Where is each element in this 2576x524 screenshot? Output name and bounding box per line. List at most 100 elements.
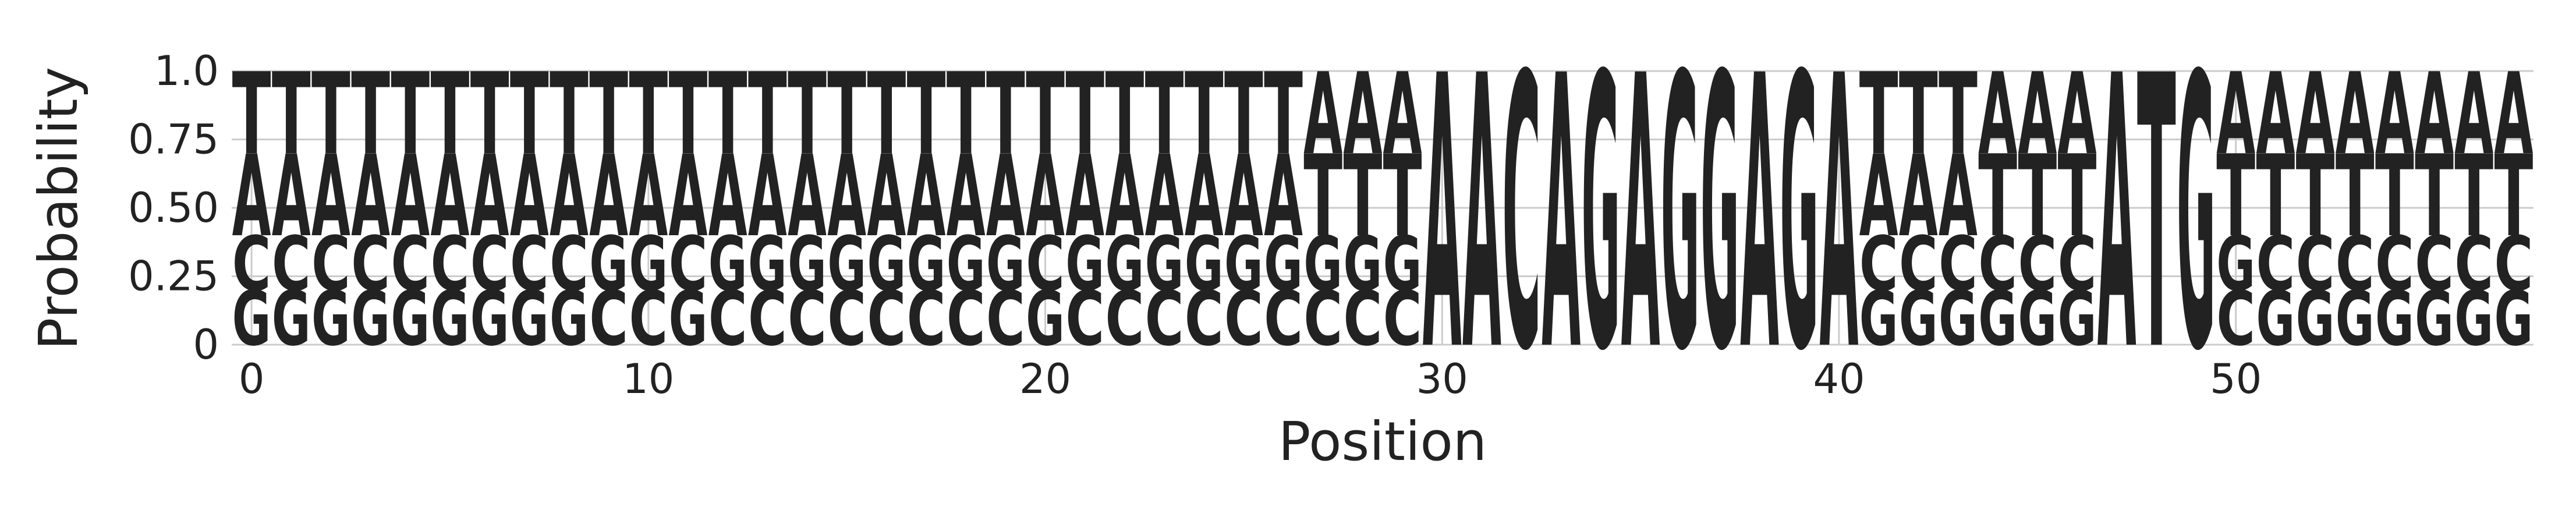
logo-letter-G: G (827, 221, 866, 308)
logo-letter-C: C (669, 221, 708, 308)
logo-letter-C: C (1264, 276, 1303, 363)
logo-letter-G: G (2494, 276, 2534, 363)
logo-letter-T: T (867, 49, 906, 180)
logo-letter-C: C (1065, 276, 1104, 363)
logo-letter-G: G (1344, 221, 1383, 308)
logo-letter-A: A (669, 132, 708, 263)
logo-letter-G: G (1582, 0, 1621, 434)
logo-letter-G: G (1859, 276, 1898, 363)
x-tick-label: 30 (1416, 355, 1468, 403)
logo-letter-C: C (1383, 276, 1422, 363)
logo-letter-G: G (1264, 221, 1303, 308)
logo-letter-T: T (1224, 49, 1263, 180)
logo-letter-T: T (272, 49, 311, 180)
logo-letter-A: A (1423, 0, 1462, 434)
logo-letter-G: G (589, 221, 628, 308)
logo-letter-A: A (629, 132, 668, 263)
logo-letter-C: C (1939, 221, 1978, 308)
logo-letter-C: C (2375, 221, 2414, 308)
logo-letter-T: T (2256, 132, 2295, 263)
logo-letter-A: A (1462, 0, 1501, 434)
logo-letter-C: C (550, 221, 589, 308)
logo-letter-A: A (1105, 132, 1144, 263)
logo-letter-T: T (748, 49, 787, 180)
x-tick-label: 0 (239, 355, 265, 403)
logo-letter-T: T (2216, 132, 2255, 263)
logo-letter-T: T (1383, 132, 1422, 263)
logo-letter-T: T (2058, 132, 2097, 263)
logo-letter-A: A (550, 132, 589, 263)
logo-letter-A: A (510, 132, 549, 263)
axes: Probability Position 0 0.25 0.50 0.75 1.0 0 10… (27, 47, 2262, 473)
logo-letter-A: A (1542, 0, 1581, 434)
logo-letter-T: T (2137, 0, 2176, 433)
logo-letter-T: T (232, 49, 271, 180)
logo-letter-G: G (351, 276, 390, 363)
logo-letter-A: A (2216, 49, 2255, 180)
grid-lines (232, 70, 2534, 346)
logo-letter-T: T (2415, 132, 2454, 263)
x-tick-label: 20 (1019, 355, 1071, 403)
logo-letter-C: C (907, 276, 946, 363)
logo-letter-A: A (1026, 132, 1065, 263)
logo-letter-T: T (550, 49, 589, 180)
x-tick-label: 40 (1813, 355, 1865, 403)
logo-letter-A: A (1303, 49, 1342, 180)
logo-letter-A: A (986, 132, 1025, 263)
logo-letter-G: G (391, 276, 430, 363)
logo-letter-A: A (1820, 0, 1859, 434)
logo-letter-A: A (1899, 132, 1938, 263)
y-tick-label: 1.0 (154, 47, 219, 95)
logo-letter-A: A (1978, 49, 2017, 180)
logo-letter-A: A (431, 132, 470, 263)
logo-letter-T: T (1026, 49, 1065, 180)
logo-letter-C: C (391, 221, 430, 308)
logo-letter-C: C (1899, 221, 1938, 308)
logo-letter-G: G (550, 276, 589, 363)
logo-letter-A: A (1383, 49, 1422, 180)
logo-letter-G: G (311, 276, 350, 363)
logo-letter-G: G (2296, 276, 2335, 363)
logo-letter-G: G (1383, 221, 1422, 308)
logo-letter-G: G (1224, 221, 1263, 308)
logo-letter-A: A (470, 132, 509, 263)
logo-letter-T: T (986, 49, 1025, 180)
logo-letter-T: T (907, 49, 946, 180)
logo-letter-T: T (1105, 49, 1144, 180)
logo-letter-C: C (1185, 276, 1224, 363)
logo-letter-G: G (1780, 0, 1819, 434)
logo-letter-C: C (1224, 276, 1263, 363)
logo-letter-G: G (232, 276, 271, 363)
logo-letter-A: A (2454, 49, 2493, 180)
logo-letter-G: G (1303, 221, 1342, 308)
logo-letter-G: G (748, 221, 787, 308)
logo-letter-T: T (1185, 49, 1224, 180)
logo-letter-C: C (1303, 276, 1342, 363)
logo-letter-C: C (232, 221, 271, 308)
logo-letter-A: A (2097, 0, 2136, 434)
logo-letter-G: G (867, 221, 906, 308)
logo-letter-A: A (351, 132, 390, 263)
logo-letter-C: C (629, 276, 668, 363)
logo-letter-T: T (510, 49, 549, 180)
logo-letter-T: T (311, 49, 350, 180)
logo-letter-C: C (2415, 221, 2454, 308)
logo-letter-T: T (2494, 132, 2534, 263)
logo-letter-G: G (2216, 221, 2255, 308)
logo-letter-G: G (669, 276, 708, 363)
logo-letter-C: C (1859, 221, 1898, 308)
logo-letter-G: G (2375, 276, 2414, 363)
logo-letter-A: A (947, 132, 986, 263)
logo-letter-G: G (907, 221, 946, 308)
logo-letter-T: T (1145, 49, 1184, 180)
logo-letter-T: T (431, 49, 470, 180)
logo-letter-C: C (2216, 276, 2255, 363)
logo-letter-A: A (788, 132, 827, 263)
logo-letter-T: T (391, 49, 430, 180)
logo-letter-A: A (1740, 0, 1779, 434)
logo-letter-T: T (1939, 49, 1978, 180)
logo-letter-C: C (589, 276, 628, 363)
logo-letter-G: G (2177, 0, 2216, 434)
logo-letter-G: G (272, 276, 311, 363)
